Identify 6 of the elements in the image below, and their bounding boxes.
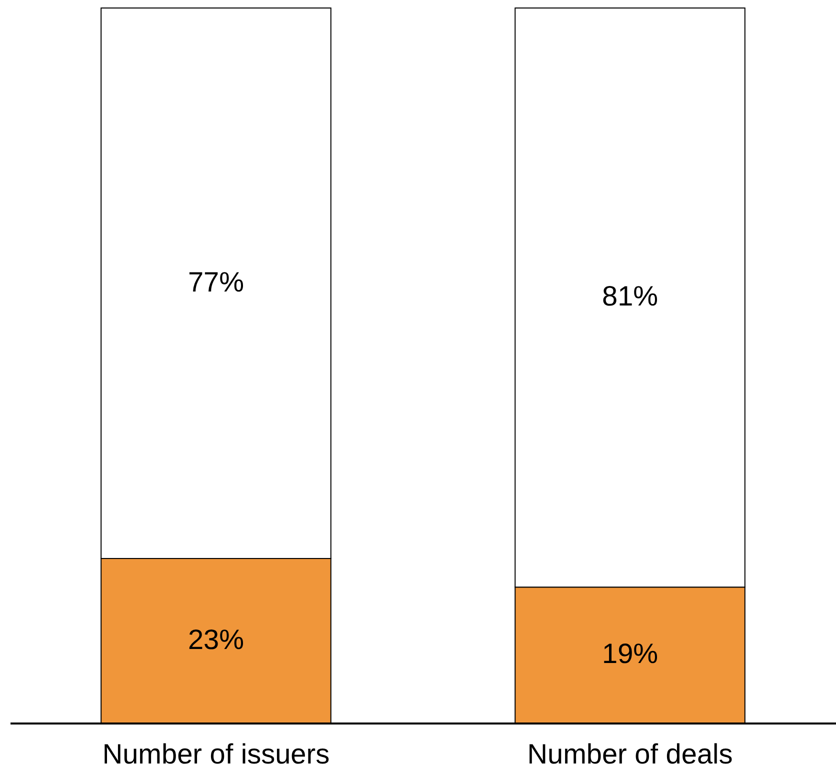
data-label: 81% [602,280,658,312]
data-label: 23% [188,624,244,655]
x-tick-label: Number of deals [527,738,733,770]
data-label: 19% [602,638,658,670]
x-tick-label: Number of issuers [102,738,330,770]
data-label: 77% [188,266,244,298]
